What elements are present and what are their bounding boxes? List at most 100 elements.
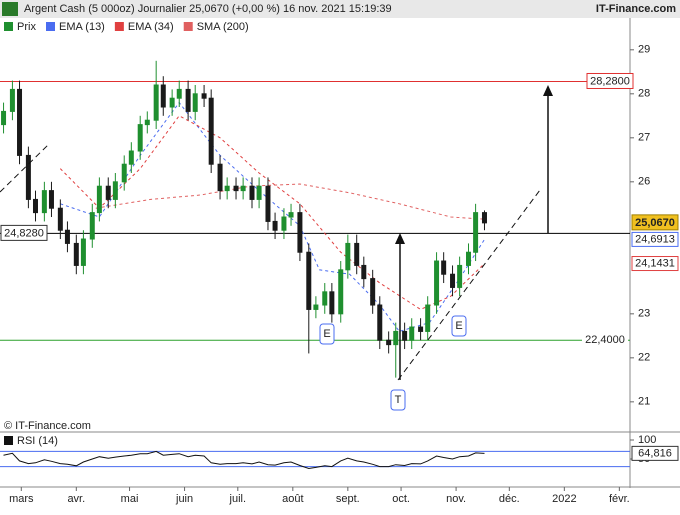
candle-body [32,198,38,214]
level-label-box [586,72,634,89]
value-label: 24,6913 [635,233,675,245]
candle-body [64,229,70,244]
y-tick-label: 22 [638,352,650,364]
candle-body [256,185,262,200]
candle-body [354,242,360,266]
level-label: 22,4000 [585,334,625,346]
candle-body [1,110,7,126]
candle-body [208,97,214,165]
candle-body [297,212,303,253]
candle-body [288,212,294,218]
x-tick-label: mars [9,493,34,505]
arrow-head [395,233,405,244]
x-tick-label: févr. [609,493,630,505]
candle-body [281,216,287,231]
candle-body [9,88,15,112]
candle-body [144,119,150,126]
candle-body [409,326,415,341]
value-label: 64,816 [638,447,672,459]
annotation-box [319,323,335,345]
candle-body [329,291,335,315]
y-tick-label: 29 [638,44,650,56]
legend-swatch [4,436,13,445]
rsi-label: RSI (14) [17,435,58,447]
y-tick-label: 28 [638,88,650,100]
x-tick-label: mai [121,493,139,505]
candle-body [201,93,207,99]
price-label-box [631,214,679,231]
x-tick-label: nov. [446,493,466,505]
candle-body [418,326,424,332]
level-label-box [0,224,48,241]
candle-body [57,207,63,231]
candle-body [272,220,278,231]
candle-body [233,185,239,192]
x-tick-label: avr. [67,493,85,505]
candle-body [240,185,246,192]
legend-label: EMA (34) [128,21,174,33]
value-label-box [631,445,679,461]
price-label: 25,0670 [635,217,675,229]
annotation: T [395,394,402,406]
candle-body [370,278,376,306]
candle-body [393,330,399,346]
legend-label: EMA (13) [59,21,105,33]
indicator-line [59,115,485,310]
candle-body [185,88,191,112]
candle-body [386,339,392,346]
candle-body [128,150,134,165]
header-bar [0,0,680,18]
candle-body [176,88,182,99]
annotation-box [390,389,406,411]
candle-body [112,181,118,200]
candle-body [89,212,95,240]
x-tick-label: 2022 [552,493,576,505]
y-tick-label: 100 [638,434,656,446]
candle-body [192,93,198,112]
candle-body [441,260,447,275]
candle-body [377,304,383,341]
x-tick-label: déc. [499,493,520,505]
candle-body [481,212,487,224]
candle-body [313,304,319,310]
candle-body [224,185,230,192]
candle-body [450,273,456,288]
candle-body [473,212,479,253]
candle-body [322,291,328,306]
candle-body [466,251,472,266]
candle-body [137,124,143,152]
candle-body [153,84,159,121]
candle-body [169,97,175,108]
x-tick-label: juin [175,493,193,505]
candle-body [249,185,255,200]
level-label: 24,8280 [4,227,44,239]
candle-body [425,304,431,332]
legend: Prix EMA (13) EMA (34) SMA (200) [4,21,249,33]
candle-body [338,269,344,315]
candle-body [80,238,86,266]
candle-body [48,190,54,209]
logo [2,2,18,16]
candle-body [265,185,271,222]
legend-label: Prix [17,21,36,33]
value-label-box [631,256,679,272]
annotation: E [323,328,330,340]
source: IT-Finance.com [596,3,676,15]
annotation-box [451,315,467,337]
candle-body [361,264,367,280]
candle-body [160,84,166,108]
trend-line [0,144,49,193]
candle-body [306,251,312,310]
candle-body [105,185,111,200]
candle-body [402,330,408,341]
legend-swatch [46,22,55,31]
y-tick-label: 23 [638,308,650,320]
indicator-line [95,183,485,220]
level-label-box [582,332,628,348]
arrow-head [543,85,553,96]
y-tick-label: 27 [638,132,650,144]
level-label: 28,2800 [590,75,630,87]
candle-body [17,88,23,156]
